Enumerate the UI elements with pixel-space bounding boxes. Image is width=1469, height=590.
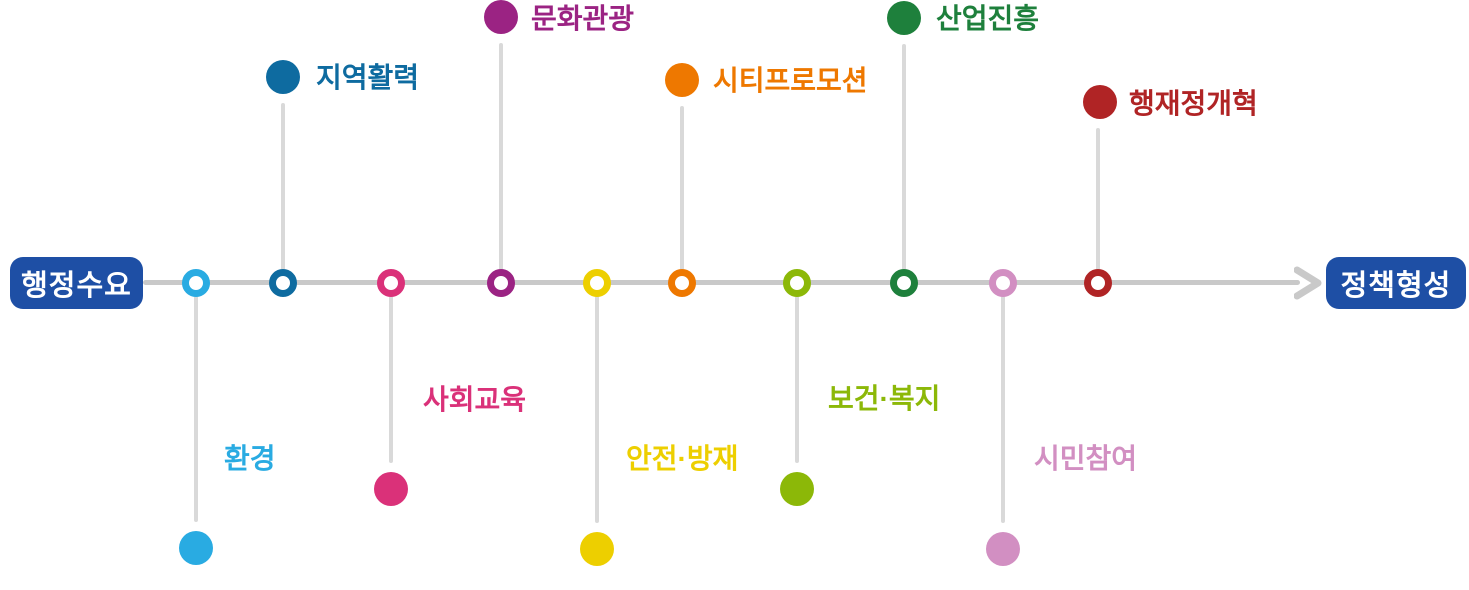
connector-line <box>680 106 684 283</box>
category-dot <box>887 1 921 35</box>
category-dot <box>484 0 518 34</box>
end-box: 정책형성 <box>1326 257 1466 309</box>
category-label: 환경 <box>224 443 276 474</box>
category-label: 산업진흥 <box>936 3 1040 34</box>
category-label: 안전·방재 <box>626 443 739 474</box>
category-dot <box>179 531 213 565</box>
connector-line <box>499 43 503 283</box>
timeline-axis-line <box>143 280 1300 285</box>
category-dot <box>580 532 614 566</box>
category-label: 시티프로모션 <box>713 65 868 96</box>
category-dot <box>780 472 814 506</box>
category-label: 문화관광 <box>531 3 635 34</box>
category-label: 지역활력 <box>316 62 420 93</box>
category-label: 보건·복지 <box>828 383 941 414</box>
connector-line <box>795 283 799 463</box>
category-label: 사회교육 <box>423 384 527 415</box>
category-dot <box>665 63 699 97</box>
connector-line <box>194 283 198 522</box>
category-dot <box>266 60 300 94</box>
category-dot <box>374 472 408 506</box>
connector-line <box>389 283 393 463</box>
category-dot <box>986 532 1020 566</box>
category-label: 행재정개혁 <box>1129 88 1258 119</box>
arrow-right-icon <box>1294 266 1322 300</box>
start-box: 행정수요 <box>10 257 143 309</box>
connector-line <box>595 283 599 523</box>
connector-line <box>281 103 285 283</box>
connector-line <box>1001 283 1005 523</box>
category-dot <box>1083 85 1117 119</box>
connector-line <box>1096 128 1100 283</box>
category-label: 시민참여 <box>1034 443 1138 474</box>
connector-line <box>902 44 906 283</box>
